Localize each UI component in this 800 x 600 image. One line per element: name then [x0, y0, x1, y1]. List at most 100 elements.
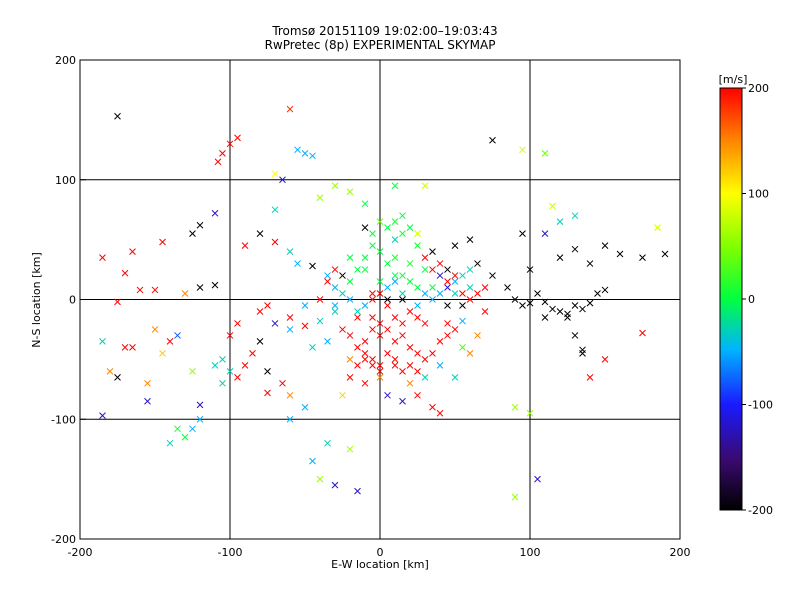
data-point-x-marker: [601, 242, 609, 249]
data-point-x-marker: [459, 317, 466, 325]
data-point-x-marker: [459, 344, 466, 351]
data-point-x-marker: [286, 326, 294, 333]
data-point-x-marker: [129, 248, 136, 255]
data-point-x-marker: [121, 269, 129, 277]
data-point-x-marker: [489, 136, 496, 144]
data-point-x-marker: [601, 356, 609, 363]
data-point-x-marker: [271, 238, 279, 246]
data-point-x-marker: [474, 260, 481, 267]
data-point-x-marker: [399, 320, 406, 327]
data-point-x-marker: [219, 379, 226, 387]
data-point-x-marker: [279, 379, 286, 387]
data-point-x-marker: [309, 262, 316, 270]
data-point-x-marker: [429, 266, 436, 273]
data-point-x-marker: [294, 146, 301, 154]
data-point-x-marker: [264, 389, 271, 397]
data-point-x-marker: [429, 248, 436, 255]
y-tick-label: -100: [51, 413, 76, 426]
data-point-x-marker: [474, 290, 481, 297]
data-point-x-marker: [279, 176, 286, 184]
data-point-x-marker: [511, 403, 519, 411]
data-point-x-marker: [511, 493, 519, 501]
data-point-x-marker: [346, 356, 354, 363]
data-point-x-marker: [571, 332, 579, 339]
data-point-x-marker: [541, 230, 549, 237]
data-point-x-marker: [189, 367, 196, 375]
data-point-x-marker: [549, 202, 556, 210]
data-point-x-marker: [271, 320, 279, 327]
data-point-x-marker: [451, 290, 459, 297]
data-point-x-marker: [189, 230, 196, 237]
data-point-x-marker: [414, 367, 421, 375]
y-axis-label: N-S location [km]: [30, 252, 43, 348]
data-point-x-marker: [346, 332, 354, 339]
data-point-x-marker: [466, 284, 474, 291]
data-point-x-marker: [421, 320, 429, 327]
data-point-x-marker: [466, 350, 474, 357]
data-point-x-marker: [504, 284, 511, 291]
data-point-x-marker: [421, 356, 429, 363]
x-tick-label: 0: [377, 546, 384, 559]
colorbar: [719, 87, 743, 511]
data-point-x-marker: [399, 367, 406, 375]
data-point-x-marker: [376, 332, 384, 339]
data-point-x-marker: [571, 245, 579, 253]
data-point-x-marker: [406, 224, 414, 232]
data-point-x-marker: [384, 296, 391, 303]
data-point-x-marker: [391, 182, 399, 190]
data-point-x-marker: [384, 350, 391, 357]
data-point-x-marker: [234, 373, 241, 381]
data-point-x-marker: [406, 260, 414, 267]
data-point-x-marker: [256, 230, 264, 237]
data-point-x-marker: [189, 425, 196, 433]
data-point-x-marker: [391, 356, 399, 363]
y-ticks: -200 -100 0 100 200: [51, 54, 86, 546]
data-point-x-marker: [421, 254, 429, 261]
data-point-x-marker: [406, 362, 414, 369]
data-point-x-marker: [571, 302, 579, 309]
data-point-x-marker: [346, 254, 354, 261]
data-point-x-marker: [354, 266, 361, 273]
data-point-x-marker: [474, 332, 481, 339]
data-point-x-marker: [361, 338, 369, 345]
data-point-x-marker: [391, 254, 399, 261]
data-point-x-marker: [136, 286, 144, 294]
data-point-x-marker: [579, 346, 586, 354]
data-point-x-marker: [309, 457, 316, 465]
data-point-x-marker: [121, 344, 129, 351]
data-point-x-marker: [594, 290, 601, 297]
data-point-x-marker: [361, 356, 369, 363]
data-point-x-marker: [324, 338, 331, 345]
data-point-x-marker: [399, 230, 406, 237]
data-point-x-marker: [309, 344, 316, 351]
data-point-x-marker: [661, 250, 669, 258]
data-point-x-marker: [429, 296, 436, 303]
data-point-x-marker: [564, 314, 571, 321]
data-point-x-marker: [264, 367, 271, 375]
data-point-x-marker: [384, 224, 391, 232]
data-point-x-marker: [414, 242, 421, 249]
data-point-x-marker: [444, 266, 451, 273]
data-point-x-marker: [451, 272, 459, 279]
data-point-x-marker: [376, 373, 384, 381]
data-point-x-marker: [586, 260, 594, 267]
data-point-x-marker: [346, 278, 354, 285]
data-point-x-marker: [519, 230, 526, 237]
data-point-x-marker: [361, 224, 369, 232]
data-point-x-marker: [406, 379, 414, 387]
data-point-x-marker: [489, 272, 496, 279]
data-point-x-marker: [249, 350, 256, 357]
data-point-x-marker: [234, 320, 241, 327]
data-point-x-marker: [99, 254, 106, 261]
data-point-x-marker: [376, 320, 384, 327]
data-point-x-marker: [219, 356, 226, 363]
data-point-x-marker: [466, 296, 474, 303]
data-point-x-marker: [459, 290, 466, 297]
data-point-x-marker: [406, 308, 414, 315]
x-ticks: -200 -100 0 100 200: [68, 533, 691, 559]
x-tick-label: 100: [520, 546, 541, 559]
data-point-x-marker: [541, 298, 549, 306]
data-point-x-marker: [414, 302, 421, 309]
data-point-x-marker: [181, 433, 189, 441]
data-point-x-marker: [444, 332, 451, 339]
